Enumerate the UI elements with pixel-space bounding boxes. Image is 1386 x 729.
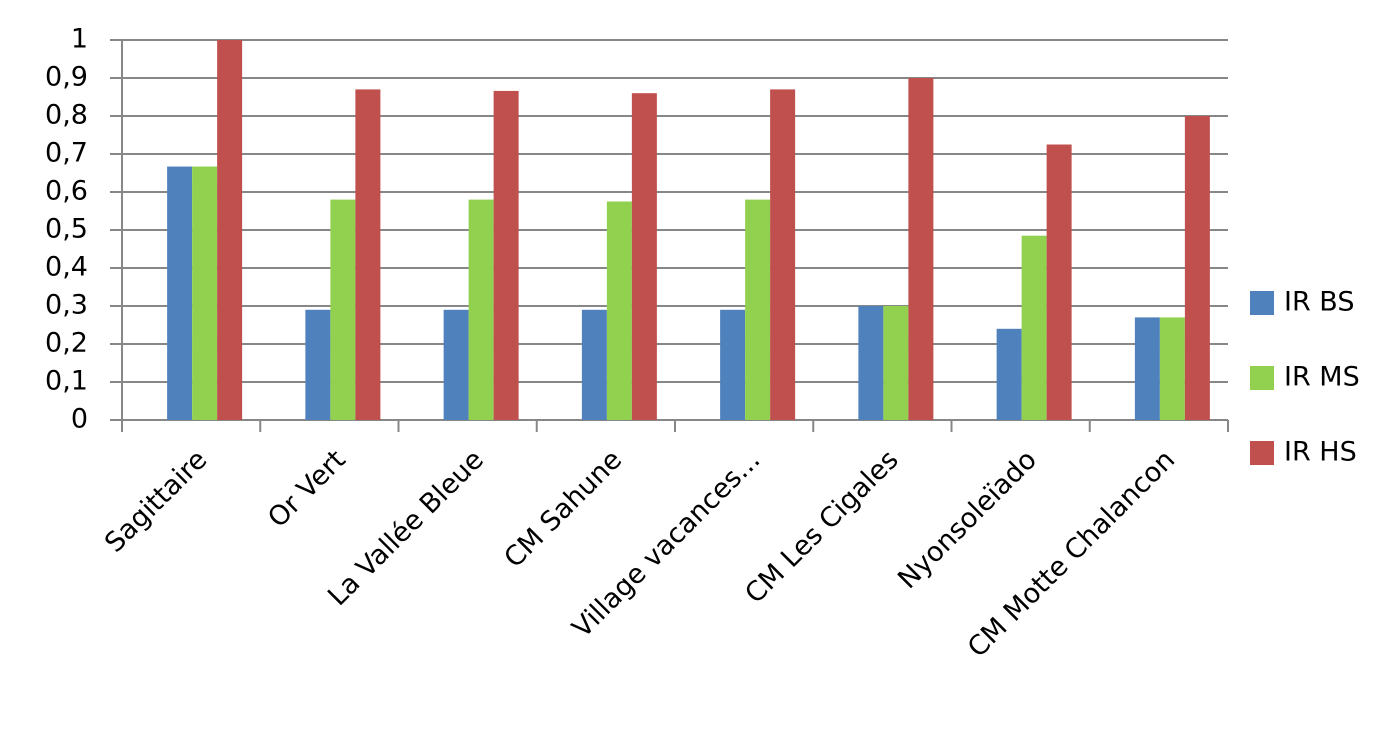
legend-swatch (1250, 291, 1274, 315)
bar (581, 309, 607, 420)
bar (217, 40, 243, 420)
x-tick-label: Sagittaire (99, 444, 213, 558)
y-tick-label: 1 (71, 24, 88, 55)
legend-swatch (1250, 366, 1274, 390)
bar (996, 328, 1022, 420)
bar (631, 93, 657, 420)
bar (1134, 317, 1160, 420)
x-tick-label: Nyonsoleïado (892, 444, 1043, 595)
y-tick-label: 0,5 (45, 214, 88, 245)
y-tick-label: 0,7 (45, 138, 88, 169)
y-tick-label: 0,9 (45, 62, 88, 93)
legend-label: IR HS (1284, 437, 1357, 468)
bar (908, 78, 934, 420)
bar (720, 309, 746, 420)
legend-swatch (1250, 441, 1274, 465)
bar (330, 199, 356, 420)
bar (1046, 144, 1072, 420)
bar (355, 89, 381, 421)
bar (858, 306, 884, 420)
x-tick-label: Or Vert (262, 444, 352, 534)
bar (192, 166, 218, 420)
bar (305, 309, 331, 420)
legend-label: IR BS (1284, 287, 1355, 318)
y-tick-label: 0,1 (45, 366, 88, 397)
bar (1184, 116, 1210, 420)
bar (1021, 235, 1047, 420)
bar (606, 201, 632, 420)
y-tick-label: 0 (71, 404, 88, 435)
x-tick-label: CM Sahune (498, 444, 628, 574)
bar (468, 199, 494, 420)
bar (1159, 317, 1185, 420)
bar (883, 306, 909, 420)
y-tick-label: 0,8 (45, 100, 88, 131)
y-tick-label: 0,2 (45, 328, 88, 359)
legend-label: IR MS (1284, 362, 1360, 393)
y-tick-label: 0,3 (45, 290, 88, 321)
y-tick-label: 0,4 (45, 252, 88, 283)
bar (770, 89, 796, 421)
bar (493, 90, 519, 421)
bar (443, 309, 469, 420)
bar (167, 166, 193, 420)
y-tick-label: 0,6 (45, 176, 88, 207)
bar (745, 199, 771, 420)
x-tick-label: CM Les Cigales (739, 444, 904, 609)
